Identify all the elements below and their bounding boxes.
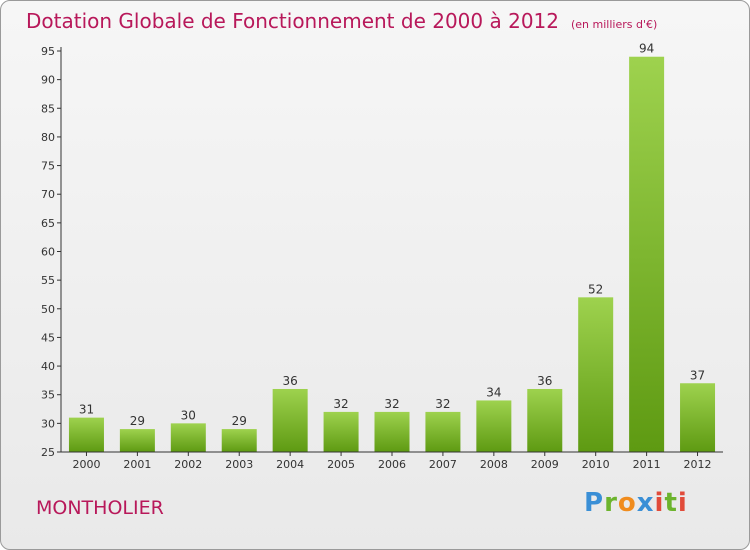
x-tick-label: 2011 [633,458,661,471]
bar-value-label: 36 [537,374,552,388]
y-tick-label: 25 [41,446,55,459]
y-tick-label: 95 [41,45,55,58]
y-tick-label: 50 [41,303,55,316]
y-axis: 25 30 35 40 45 50 55 60 65 70 75 80 85 90 95 [41,45,62,459]
bar [68,417,104,452]
y-tick-label: 60 [41,246,55,259]
bar [425,411,461,452]
bar [629,56,665,452]
y-tick-label: 65 [41,217,55,230]
bar-value-label: 29 [130,414,145,428]
y-tick-label: 80 [41,131,55,144]
x-tick-label: 2001 [123,458,151,471]
bar [374,411,410,452]
bar-value-label: 52 [588,282,603,296]
x-tick-label: 2008 [480,458,508,471]
x-tick-label: 2003 [225,458,253,471]
bars: 31 29 30 29 36 32 32 32 34 36 52 94 37 [68,42,716,452]
bar [476,400,512,452]
chart-unit-note: (en milliers d'€) [571,18,658,31]
bar [323,411,359,452]
bar [272,388,308,452]
y-tick-label: 90 [41,74,55,87]
x-tick-label: 2010 [582,458,610,471]
bar-value-label: 94 [639,42,654,56]
x-axis: 2000 2001 2002 2003 2004 2005 2006 2007 2008 2009… [61,451,723,471]
bar [170,423,206,452]
y-tick-label: 75 [41,160,55,173]
bar-value-label: 34 [486,385,501,399]
x-tick-label: 2012 [684,458,712,471]
bar-value-label: 32 [435,397,450,411]
y-tick-label: 55 [41,274,55,287]
bar-value-label: 32 [384,397,399,411]
commune-name: MONTHOLIER [36,497,164,519]
chart-title: Dotation Globale de Fonctionnement de 20… [26,9,657,33]
bar [119,429,155,452]
bar [578,297,614,452]
bar-value-label: 31 [79,403,94,417]
x-tick-label: 2002 [174,458,202,471]
x-tick-label: 2006 [378,458,406,471]
x-tick-label: 2009 [531,458,559,471]
bar [527,388,563,452]
x-tick-label: 2000 [72,458,100,471]
y-tick-label: 70 [41,188,55,201]
y-tick-label: 40 [41,360,55,373]
bar [680,383,716,452]
bar-value-label: 32 [333,397,348,411]
bar-value-label: 36 [283,374,298,388]
bar [221,429,257,452]
bar-value-label: 30 [181,408,196,422]
y-tick-label: 45 [41,331,55,344]
y-tick-label: 35 [41,389,55,402]
x-tick-label: 2007 [429,458,457,471]
y-tick-label: 30 [41,417,55,430]
x-tick-label: 2005 [327,458,355,471]
proxiti-logo: Proxiti [584,488,688,518]
bar-value-label: 29 [232,414,247,428]
bar-value-label: 37 [690,368,705,382]
y-tick-label: 85 [41,102,55,115]
chart-title-text: Dotation Globale de Fonctionnement de 20… [26,9,559,33]
x-tick-label: 2004 [276,458,304,471]
